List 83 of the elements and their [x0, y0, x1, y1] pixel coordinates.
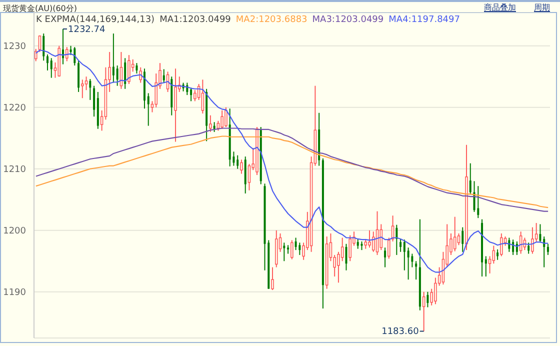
text: MA3:1203.0499 — [312, 15, 384, 25]
candlestick — [236, 154, 239, 170]
candlestick — [84, 76, 88, 91]
candlestick — [124, 58, 126, 90]
candlestick — [139, 66, 142, 84]
candlestick — [38, 34, 42, 52]
candlestick — [209, 114, 212, 132]
text: MA4:1197.8497 — [388, 15, 460, 25]
candlestick — [224, 106, 228, 128]
candlestick — [154, 73, 158, 108]
candlestick — [508, 237, 510, 252]
candlestick — [400, 238, 402, 252]
candlestick — [415, 260, 418, 280]
candlestick — [220, 110, 224, 130]
annotation: 1183.60 — [382, 327, 420, 338]
candlestick — [248, 163, 251, 191]
candlestick — [294, 237, 297, 251]
candlestick — [340, 237, 344, 262]
candlestick — [89, 78, 92, 100]
candlestick — [380, 224, 383, 251]
candlestick — [477, 186, 480, 219]
candlestick — [213, 122, 216, 132]
candlestick — [407, 247, 410, 280]
text: MA2:1203.6883 — [236, 15, 308, 25]
candlestick — [162, 68, 165, 84]
candlestick — [93, 85, 96, 118]
candlestick — [492, 245, 496, 264]
candlestick — [403, 239, 406, 271]
candlestick — [388, 237, 390, 260]
candlestick — [356, 238, 359, 250]
candlestick — [539, 224, 542, 244]
candlestick — [434, 277, 437, 305]
candlestick — [426, 291, 429, 308]
y-tick-label: 1200 — [3, 226, 26, 237]
annotation: K EXPMA(144,169,144,13) — [36, 15, 155, 25]
annotation: 1232.74 — [68, 24, 106, 35]
y-tick-label: 1230 — [3, 42, 26, 52]
candlestick — [457, 232, 460, 246]
candlestick — [46, 54, 48, 71]
candlestick — [147, 92, 150, 126]
candlestick — [42, 33, 45, 62]
candlestick — [290, 240, 294, 260]
candlestick — [531, 226, 534, 254]
candlestick — [34, 48, 38, 62]
candlestick — [174, 68, 177, 142]
candlestick — [116, 65, 118, 86]
candlestick — [372, 231, 375, 252]
candlestick — [201, 79, 204, 114]
candlestick — [528, 242, 530, 254]
candlestick — [364, 238, 368, 250]
candlestick — [128, 54, 130, 84]
y-tick-label: 1190 — [3, 288, 26, 298]
candlestick — [190, 87, 192, 102]
annotation: 商品叠加 — [484, 2, 516, 13]
candlestick — [136, 62, 138, 74]
candlestick — [462, 226, 464, 252]
candlestick — [500, 232, 503, 257]
annotation: MA1:1203.0499 — [160, 15, 231, 25]
candlestick — [271, 266, 274, 291]
candlestick — [81, 79, 84, 99]
candlestick — [65, 46, 68, 62]
candlestick — [512, 239, 514, 256]
candlestick — [194, 90, 196, 102]
y-tick-label: 1210 — [3, 165, 26, 176]
candlestick — [368, 230, 371, 248]
candlestick — [345, 243, 348, 271]
candlestick — [112, 33, 114, 84]
candlestick — [348, 234, 352, 262]
candlestick — [283, 242, 286, 262]
candlestick — [384, 247, 386, 268]
candlestick — [411, 253, 414, 268]
chart-title: 现货黄金(AU)(60分) — [3, 3, 77, 14]
candlestick — [546, 243, 549, 256]
annotation: 周期 — [534, 2, 550, 13]
candlestick — [453, 216, 456, 252]
candlestick — [469, 162, 472, 196]
candlestick — [240, 159, 243, 174]
candlestick — [50, 58, 52, 78]
candlestick — [422, 291, 426, 332]
candlestick — [484, 256, 487, 277]
candlestick — [298, 242, 301, 256]
y-tick-label: 1220 — [3, 104, 26, 114]
candlestick — [496, 248, 499, 260]
